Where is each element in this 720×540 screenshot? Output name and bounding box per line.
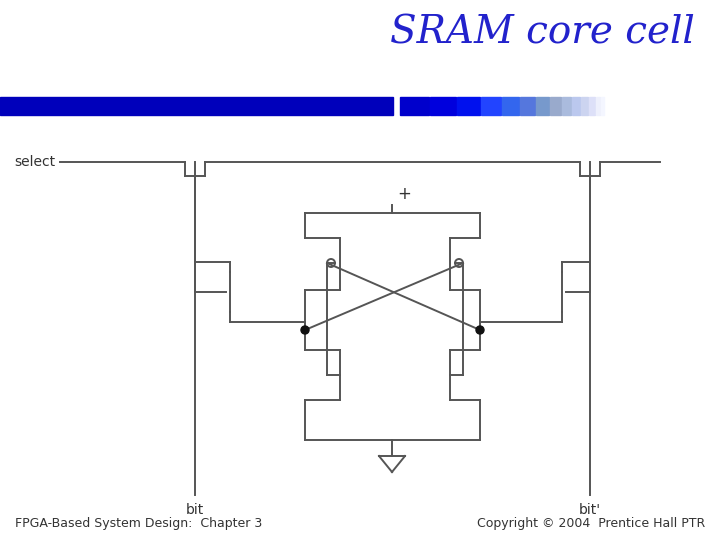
Bar [581,97,588,115]
Bar [589,97,595,115]
Text: Copyright © 2004  Prentice Hall PTR: Copyright © 2004 Prentice Hall PTR [477,517,705,530]
Text: bit: bit [186,503,204,517]
Bar [520,97,535,115]
Text: SRAM core cell: SRAM core cell [390,15,695,52]
Bar [400,97,429,115]
Bar [562,97,571,115]
Text: FPGA-Based System Design:  Chapter 3: FPGA-Based System Design: Chapter 3 [15,517,262,530]
Bar [550,97,561,115]
Bar [430,97,456,115]
Bar [596,97,600,115]
Text: bit': bit' [579,503,601,517]
Circle shape [476,326,484,334]
Bar [0,97,393,115]
Bar [457,97,480,115]
Bar [572,97,580,115]
Circle shape [301,326,309,334]
Bar [601,97,604,115]
Bar [481,97,501,115]
Bar [502,97,519,115]
Text: select: select [14,155,55,169]
Text: +: + [397,185,411,203]
Bar [536,97,549,115]
